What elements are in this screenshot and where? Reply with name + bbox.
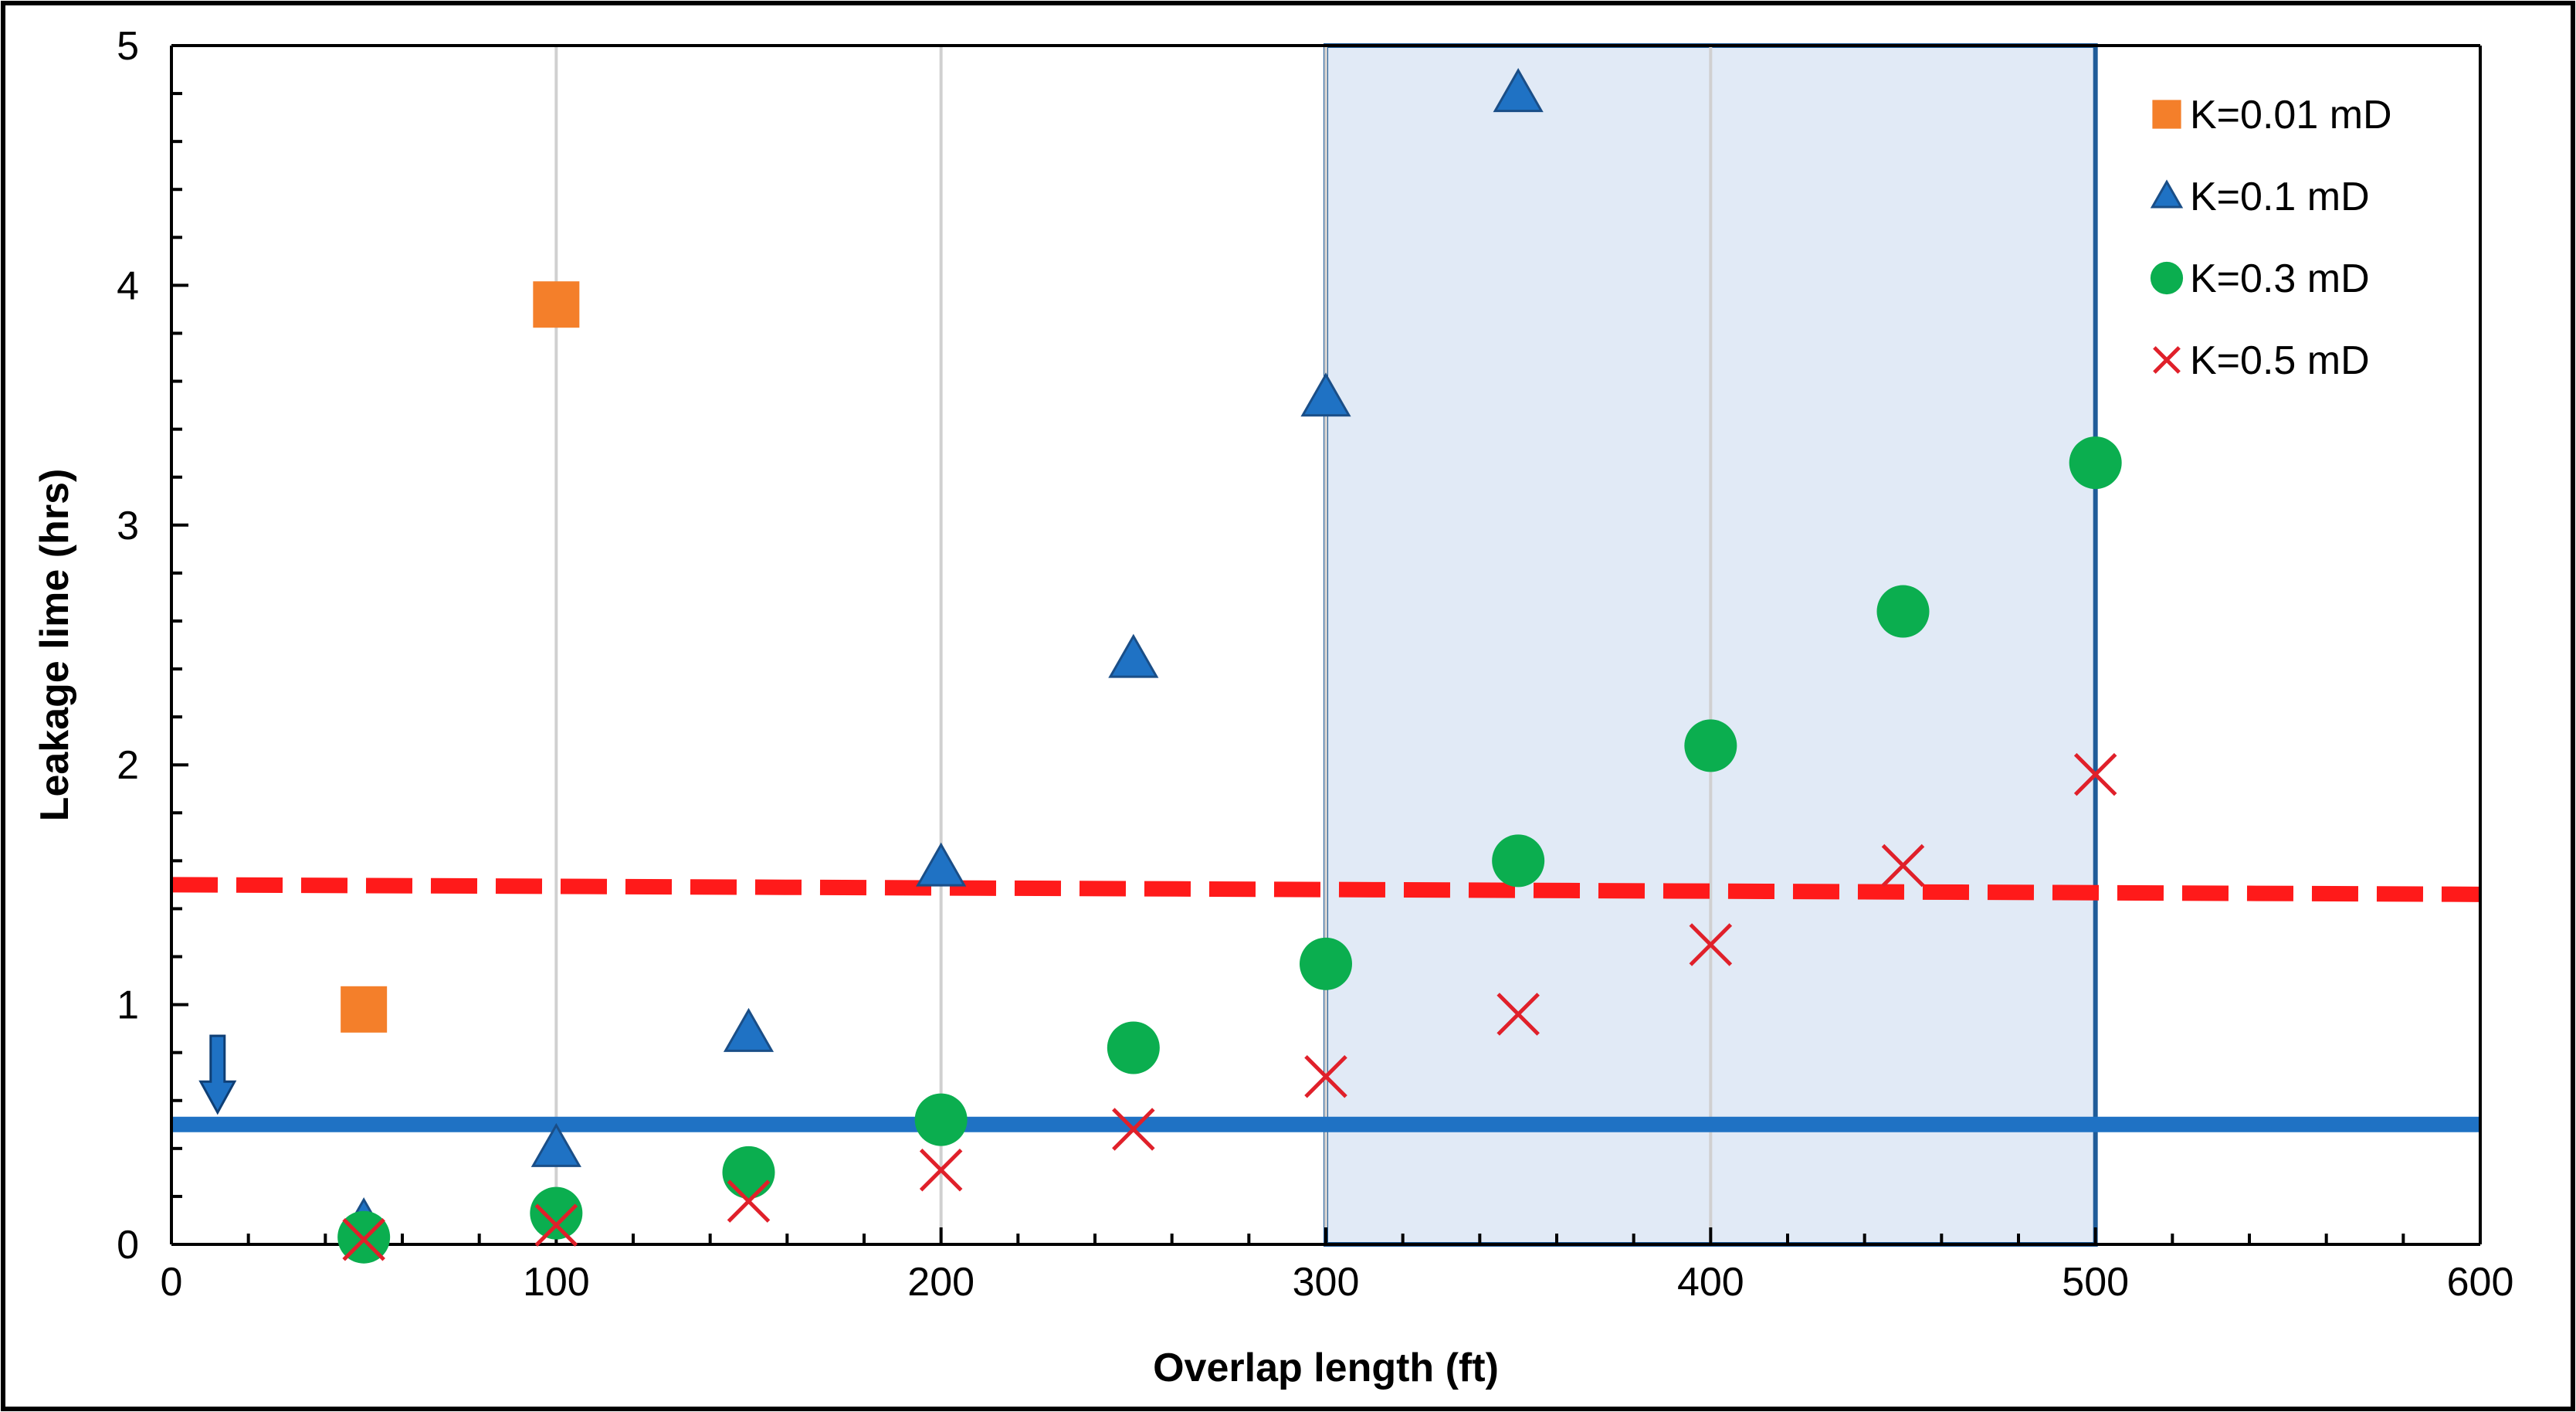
data-point-x xyxy=(1689,923,1733,966)
y-tick-label: 5 xyxy=(117,24,139,69)
x-tick-label: 600 xyxy=(2447,1260,2514,1305)
legend-marker-triangle xyxy=(2150,179,2184,209)
data-point-triangle xyxy=(916,842,967,887)
legend-marker-x-stroke xyxy=(2153,346,2181,374)
data-point-x-stroke xyxy=(342,1218,385,1261)
data-point-x xyxy=(2073,752,2117,796)
x-tick-label: 500 xyxy=(2062,1260,2129,1305)
data-point-square xyxy=(341,986,388,1033)
data-point-x-stroke xyxy=(1112,1108,1155,1151)
x-tick-label: 0 xyxy=(161,1260,183,1305)
data-point-x-stroke xyxy=(534,1203,578,1247)
down-arrow-icon xyxy=(198,1034,237,1115)
data-point-triangle xyxy=(723,1007,774,1052)
data-point-circle xyxy=(1492,834,1545,888)
data-point-triangle xyxy=(530,1122,581,1167)
data-point-layer xyxy=(337,68,2122,1264)
data-point-x-stroke xyxy=(1689,923,1733,966)
data-point-x xyxy=(342,1218,385,1261)
gridline-layer xyxy=(554,46,1713,1244)
data-point-x xyxy=(919,1149,963,1192)
legend: K=0.01 mD K=0.1 mD K=0.3 mD K=0.5 mD xyxy=(2150,93,2392,383)
data-point-circle xyxy=(1876,585,1930,638)
threshold-line-dashed xyxy=(171,877,2481,902)
data-point-triangle xyxy=(1108,633,1159,678)
data-point-x-stroke xyxy=(919,1149,963,1192)
legend-marker-x xyxy=(2153,346,2181,374)
data-point-circle xyxy=(530,1186,583,1240)
data-point-x xyxy=(727,1179,771,1223)
axis-titles: Overlap length (ft) Leakage lime (hrs) xyxy=(32,469,1499,1390)
y-tick-label: 0 xyxy=(117,1223,139,1268)
legend-label: K=0.5 mD xyxy=(2190,338,2370,383)
y-tick-label: 1 xyxy=(117,983,139,1028)
data-point-x xyxy=(1304,1054,1347,1098)
legend-marker-square xyxy=(2152,100,2181,129)
axes-layer: 0 100 200 300 400 500 600 0 1 2 3 4 5 xyxy=(117,24,2513,1305)
data-point-x-stroke xyxy=(1304,1054,1347,1098)
legend-label: K=0.3 mD xyxy=(2190,256,2370,301)
y-tick-label: 4 xyxy=(117,263,139,308)
data-point-square xyxy=(533,281,580,328)
data-point-x-stroke xyxy=(1881,843,1925,888)
x-axis-title: Overlap length (ft) xyxy=(1153,1346,1499,1390)
data-point-circle xyxy=(2069,436,2122,490)
y-tick-label: 2 xyxy=(117,743,139,788)
y-axis-title: Leakage lime (hrs) xyxy=(32,469,77,822)
x-tick-label: 200 xyxy=(907,1260,974,1305)
data-point-x xyxy=(534,1203,578,1247)
data-point-x xyxy=(1112,1108,1155,1151)
data-point-circle xyxy=(1107,1021,1160,1074)
data-point-x-stroke xyxy=(2073,752,2117,796)
data-point-x-stroke xyxy=(727,1179,771,1223)
legend-marker-circle xyxy=(2150,261,2184,295)
data-point-triangle xyxy=(1493,68,1544,113)
data-point-x xyxy=(1881,843,1925,888)
data-point-circle xyxy=(1684,719,1737,772)
legend-label: K=0.1 mD xyxy=(2190,175,2370,219)
x-tick-label: 400 xyxy=(1677,1260,1744,1305)
legend-label: K=0.01 mD xyxy=(2190,93,2392,137)
data-point-circle xyxy=(1300,937,1352,990)
data-point-circle xyxy=(722,1146,775,1199)
data-point-x-stroke xyxy=(1496,993,1540,1036)
data-point-circle xyxy=(914,1093,968,1146)
data-point-triangle xyxy=(1300,372,1351,417)
x-tick-label: 300 xyxy=(1293,1260,1360,1305)
data-point-x xyxy=(1496,993,1540,1036)
x-tick-label: 100 xyxy=(523,1260,590,1305)
y-tick-label: 3 xyxy=(117,504,139,548)
